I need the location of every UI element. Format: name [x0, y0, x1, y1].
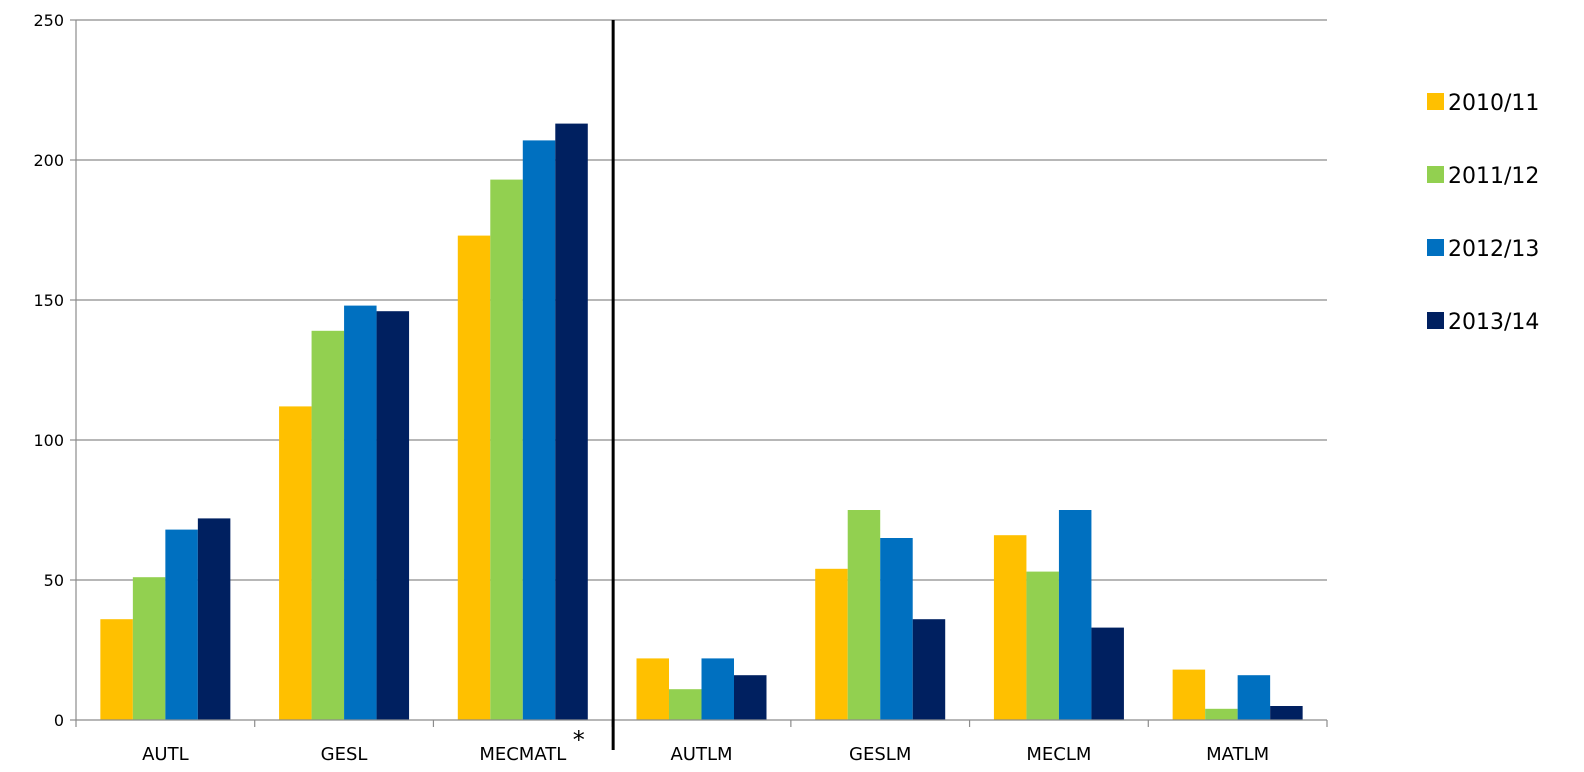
annotation-asterisk: * [573, 726, 585, 754]
bar [522, 140, 556, 720]
bar [636, 658, 669, 720]
bar [1270, 706, 1303, 720]
bar [669, 689, 702, 720]
legend-label: 2012/13 [1448, 237, 1539, 262]
bar [1058, 510, 1092, 720]
bar [165, 529, 198, 720]
y-tick-label: 0 [54, 711, 64, 730]
bar [1172, 669, 1206, 720]
bar [1091, 627, 1124, 720]
axes [75, 20, 1328, 750]
legend-swatch [1427, 93, 1444, 110]
x-axis-categories: AUTL GESL MECMATL * AUTLM GESLM MECLM MATLM [142, 726, 1269, 765]
bar [344, 305, 377, 720]
bar [1237, 675, 1271, 720]
bar [132, 577, 166, 720]
legend-label: 2011/12 [1448, 164, 1539, 189]
y-tick-label: 250 [33, 11, 64, 30]
bar [847, 510, 881, 720]
bar [1026, 571, 1059, 720]
y-tick-label: 100 [33, 431, 64, 450]
bar [279, 406, 312, 720]
bar [1205, 708, 1238, 720]
x-category-label: AUTLM [670, 744, 732, 765]
x-category-label: GESL [321, 744, 368, 765]
x-category-label: MECLM [1026, 744, 1091, 765]
bar [197, 518, 231, 720]
bar [555, 123, 588, 721]
bar [993, 535, 1027, 720]
x-category-label: AUTL [142, 744, 189, 765]
legend-label: 2010/11 [1448, 91, 1539, 116]
bar [880, 538, 913, 720]
bar [734, 675, 767, 720]
bar [100, 619, 133, 720]
y-tick-label: 200 [33, 151, 64, 170]
bar [311, 330, 345, 720]
x-category-label: MECMATL [479, 744, 566, 765]
bar [701, 658, 734, 720]
y-axis-ticks: 0 50 100 150 200 250 [33, 11, 76, 730]
x-category-label: GESLM [849, 744, 911, 765]
bar [457, 235, 491, 720]
legend: 2010/11 2011/12 2012/13 2013/14 [1427, 91, 1539, 335]
legend-swatch [1427, 239, 1444, 256]
legend-swatch [1427, 312, 1444, 329]
bar [376, 311, 410, 720]
gridlines [76, 19, 1327, 581]
legend-label: 2013/14 [1448, 310, 1539, 335]
bar [815, 568, 848, 720]
bar [912, 619, 946, 720]
legend-swatch [1427, 166, 1444, 183]
x-category-label: MATLM [1206, 744, 1269, 765]
y-tick-label: 50 [44, 571, 64, 590]
y-tick-label: 150 [33, 291, 64, 310]
bar [490, 179, 523, 721]
bars [100, 123, 1303, 721]
